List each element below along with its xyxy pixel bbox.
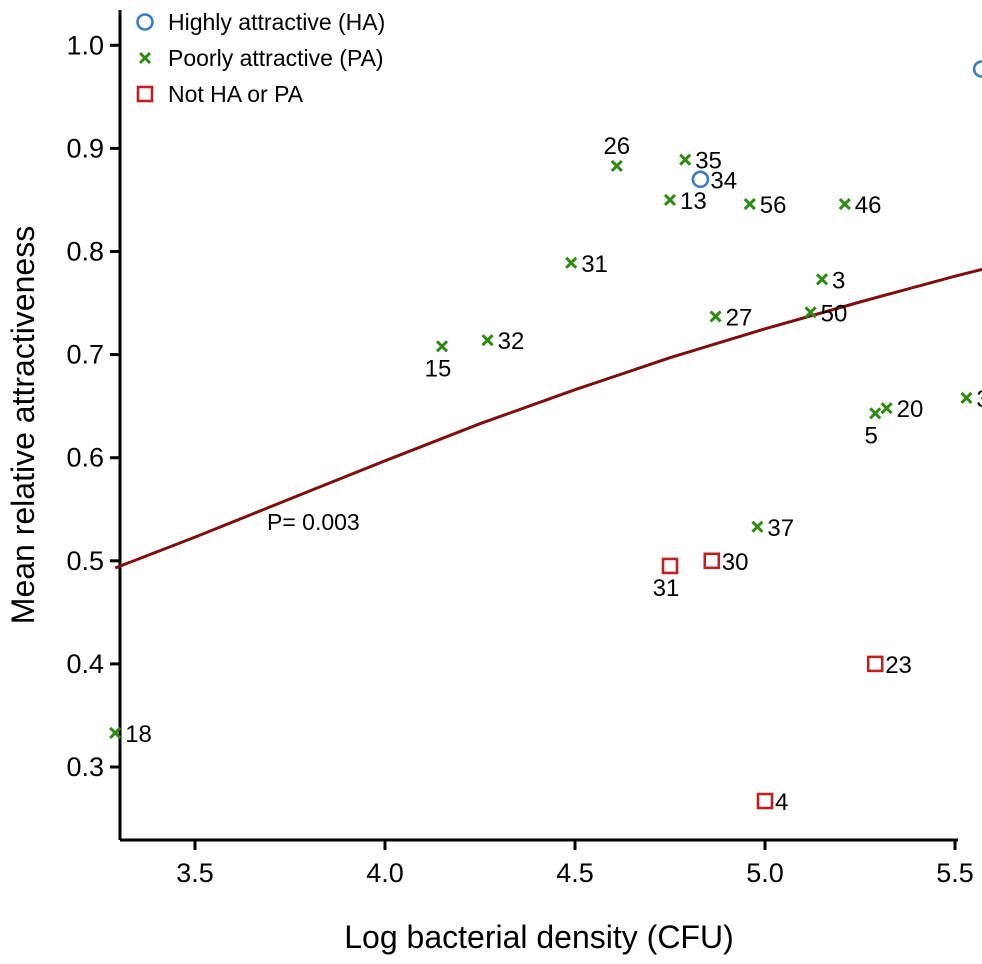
x-axis-title: Log bacterial density (CFU) xyxy=(344,919,733,955)
cross-stroke xyxy=(751,520,764,533)
y-tick-label: 0.7 xyxy=(66,340,104,370)
circle-marker xyxy=(691,170,710,189)
cross-stroke xyxy=(481,334,494,347)
point-label: 20 xyxy=(897,396,924,423)
cross-stroke xyxy=(869,407,882,420)
cross-marker xyxy=(880,402,893,415)
cross-stroke xyxy=(960,391,973,404)
y-tick-label: 0.6 xyxy=(66,443,104,473)
cross-marker xyxy=(751,520,764,533)
point-label: 50 xyxy=(821,300,848,327)
point-label: 3 xyxy=(832,267,845,294)
point-label: 37 xyxy=(767,515,794,542)
series-group: 1815323126351356462750337520393611617439… xyxy=(109,133,982,748)
legend-label: Poorly attractive (PA) xyxy=(168,45,384,71)
point-label: 34 xyxy=(710,167,737,194)
cross-marker xyxy=(815,273,829,286)
circle-marker xyxy=(972,60,982,78)
point-label: 46 xyxy=(855,192,882,219)
data-points: 2345938494048581 18 15 32 31 26 35 13 56 46 27 50 3 3… xyxy=(109,60,982,816)
point-label: 35 xyxy=(695,148,722,175)
cross-stroke xyxy=(109,726,122,740)
cross-marker xyxy=(679,153,692,166)
cross-marker xyxy=(610,159,623,172)
y-axis-ticks: 0.3 0.4 0.5 0.6 0.7 0.8 0.9 1.0 xyxy=(66,30,120,782)
p-value-annotation: P= 0.003 xyxy=(267,509,360,535)
cross-marker xyxy=(481,334,494,347)
x-axis-ticks: 3.54.04.55.05.56.06.57.07.5 xyxy=(176,840,974,888)
cross-marker xyxy=(435,340,449,353)
cross-marker xyxy=(743,198,756,211)
point-label: 13 xyxy=(680,188,707,215)
point-label: 30 xyxy=(722,549,749,576)
point-label: 23 xyxy=(885,652,912,679)
cross-marker xyxy=(838,198,851,211)
point-label: 31 xyxy=(653,575,680,602)
cross-stroke xyxy=(838,198,851,211)
x-tick-label: 4.5 xyxy=(556,858,594,888)
cross-marker xyxy=(869,407,882,420)
cross-marker xyxy=(565,256,578,269)
fit-curve xyxy=(114,267,982,570)
point-label: 32 xyxy=(498,328,525,355)
y-tick-label: 0.8 xyxy=(66,237,104,267)
series-group: 2345938494048581 xyxy=(691,60,982,194)
point-label: 4 xyxy=(775,789,788,816)
point-label: 27 xyxy=(726,304,753,331)
cross-marker xyxy=(663,193,677,207)
point-label: 15 xyxy=(425,355,452,382)
legend: Highly attractive (HA) Poorly attractive … xyxy=(136,9,385,107)
square-marker xyxy=(136,85,154,103)
cross-stroke xyxy=(709,310,722,323)
point-label: 26 xyxy=(603,133,630,160)
square-marker xyxy=(661,557,679,575)
cross-marker xyxy=(109,726,122,740)
square-marker xyxy=(866,655,884,673)
x-tick-label: 5.5 xyxy=(936,858,974,888)
point-label: 5 xyxy=(865,422,878,449)
cross-marker xyxy=(804,306,817,319)
legend-label: Highly attractive (HA) xyxy=(168,9,385,35)
cross-stroke xyxy=(804,306,817,319)
point-label: 18 xyxy=(125,721,152,748)
cross-stroke xyxy=(815,273,829,286)
cross-stroke xyxy=(663,193,677,207)
y-tick-label: 0.5 xyxy=(66,546,104,576)
cross-stroke xyxy=(743,198,756,211)
legend-label: Not HA or PA xyxy=(168,81,304,107)
point-label: 56 xyxy=(760,192,787,219)
cross-marker xyxy=(960,391,973,404)
axes: 3.54.04.55.05.56.06.57.07.5 0.30.40.50.6… xyxy=(66,10,974,888)
y-axis-title: Mean relative attractiveness xyxy=(5,226,41,624)
y-tick-label: 1.0 xyxy=(66,30,104,60)
cross-stroke xyxy=(565,256,578,269)
square-marker xyxy=(756,792,774,810)
x-tick-label: 5.0 xyxy=(746,858,784,888)
cross-stroke xyxy=(880,402,893,415)
square-marker xyxy=(703,552,721,570)
point-label: 31 xyxy=(581,251,608,278)
cross-stroke xyxy=(138,51,152,65)
cross-marker xyxy=(709,310,722,323)
x-tick-label: 3.5 xyxy=(176,858,214,888)
circle-marker xyxy=(136,13,154,31)
cross-stroke xyxy=(435,340,449,353)
y-tick-label: 0.3 xyxy=(66,752,104,782)
y-tick-label: 0.4 xyxy=(66,649,104,679)
cross-stroke xyxy=(679,153,692,166)
series-group: 4313023222553 xyxy=(653,549,912,816)
x-tick-label: 4.0 xyxy=(366,858,404,888)
y-tick-label: 0.9 xyxy=(66,133,104,163)
cross-stroke xyxy=(610,159,623,172)
cross-marker xyxy=(138,51,152,65)
point-label: 39 xyxy=(976,386,982,413)
